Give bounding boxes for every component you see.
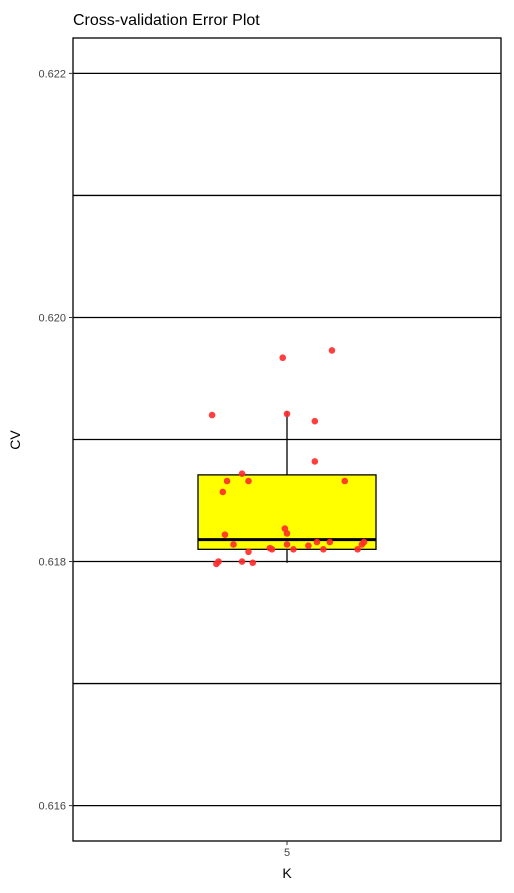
chart-title: Cross-validation Error Plot: [73, 12, 260, 29]
y-tick-label: 0.616: [38, 801, 66, 813]
cv-point: [320, 546, 327, 553]
x-axis-ticks: 5: [284, 841, 290, 859]
cv-point: [245, 548, 252, 556]
iqr-box: [197, 474, 377, 550]
cv-point: [283, 530, 291, 537]
cv-point: [238, 470, 246, 477]
cv-point: [223, 477, 231, 485]
box-plot-layer: [197, 411, 377, 563]
x-axis-label: K: [282, 865, 292, 881]
jitter-points-layer: [208, 347, 368, 568]
cv-point: [328, 347, 336, 354]
cv-point: [268, 546, 276, 553]
cv-point: [249, 559, 257, 567]
cv-point: [311, 417, 319, 425]
y-axis-ticks: 0.616 0.618 0.620 0.622: [38, 68, 73, 813]
cv-point: [279, 354, 287, 362]
cv-point: [326, 538, 334, 546]
cv-point: [219, 488, 227, 496]
cv-point: [360, 538, 368, 546]
cv-point: [208, 411, 216, 419]
cv-point: [354, 546, 361, 553]
cv-point: [283, 541, 291, 548]
y-tick-label: 0.618: [38, 557, 66, 569]
cv-point: [245, 477, 252, 485]
cv-point: [221, 531, 229, 538]
cv-point: [238, 558, 246, 565]
cv-point: [290, 546, 297, 553]
cv-point: [283, 410, 291, 418]
cv-point: [341, 477, 349, 485]
cv-point: [215, 558, 222, 565]
x-tick-label: 5: [284, 847, 290, 859]
cv-point: [311, 458, 319, 465]
y-axis-label: CV: [7, 430, 23, 450]
cv-point: [305, 542, 312, 549]
y-tick-label: 0.622: [38, 68, 66, 80]
cv-point: [313, 538, 321, 546]
cv-point: [230, 541, 237, 548]
y-tick-label: 0.620: [38, 312, 66, 324]
